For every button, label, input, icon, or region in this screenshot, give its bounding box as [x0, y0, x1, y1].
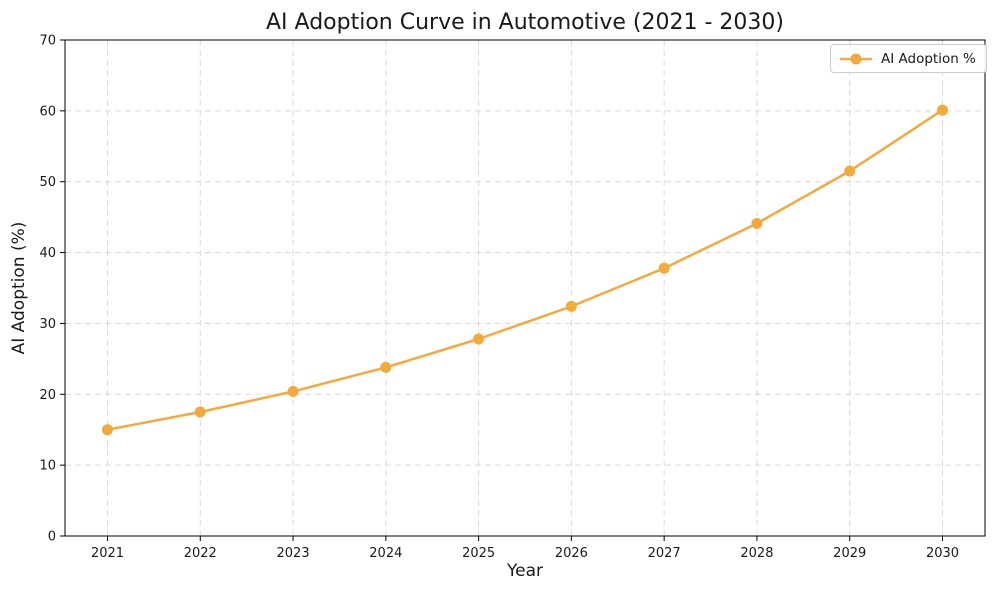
legend-label: AI Adoption %	[881, 50, 976, 67]
x-tick-label: 2026	[555, 546, 588, 561]
x-axis-label: Year	[507, 561, 543, 581]
y-tick-label: 70	[39, 34, 56, 49]
x-tick-label: 2022	[184, 546, 217, 561]
data-point-marker	[658, 262, 670, 274]
x-tick-label: 2027	[648, 546, 681, 561]
x-tick-label: 2029	[833, 546, 866, 561]
data-point-marker	[937, 104, 948, 116]
x-tick-label: 2028	[740, 546, 773, 561]
data-point-marker	[287, 386, 299, 397]
legend-line-marker-icon	[840, 53, 872, 64]
axes-spines	[64, 39, 986, 537]
y-tick-label: 10	[39, 459, 56, 474]
y-tick-label: 50	[39, 175, 56, 190]
data-point-marker	[102, 424, 113, 436]
series-line	[106, 108, 944, 431]
data-point-marker	[844, 165, 856, 177]
y-tick-label: 0	[48, 530, 56, 545]
x-tick-label: 2023	[277, 546, 310, 561]
y-tick-label: 60	[39, 104, 56, 119]
y-tick-label: 20	[39, 388, 56, 403]
data-point-marker	[565, 300, 577, 312]
x-tick-label: 2030	[926, 546, 959, 561]
data-point-marker	[473, 333, 485, 345]
x-tick-label: 2025	[462, 546, 495, 561]
data-point-marker	[380, 361, 392, 373]
chart-title: AI Adoption Curve in Automotive (2021 - …	[266, 10, 784, 35]
data-point-marker	[751, 218, 763, 229]
legend: AI Adoption %	[830, 44, 987, 73]
x-tick-label: 2024	[369, 546, 402, 561]
y-tick-label: 30	[39, 317, 56, 332]
y-tick-label: 40	[39, 246, 56, 261]
x-tick-label: 2021	[91, 546, 124, 561]
data-point-marker	[194, 406, 206, 418]
